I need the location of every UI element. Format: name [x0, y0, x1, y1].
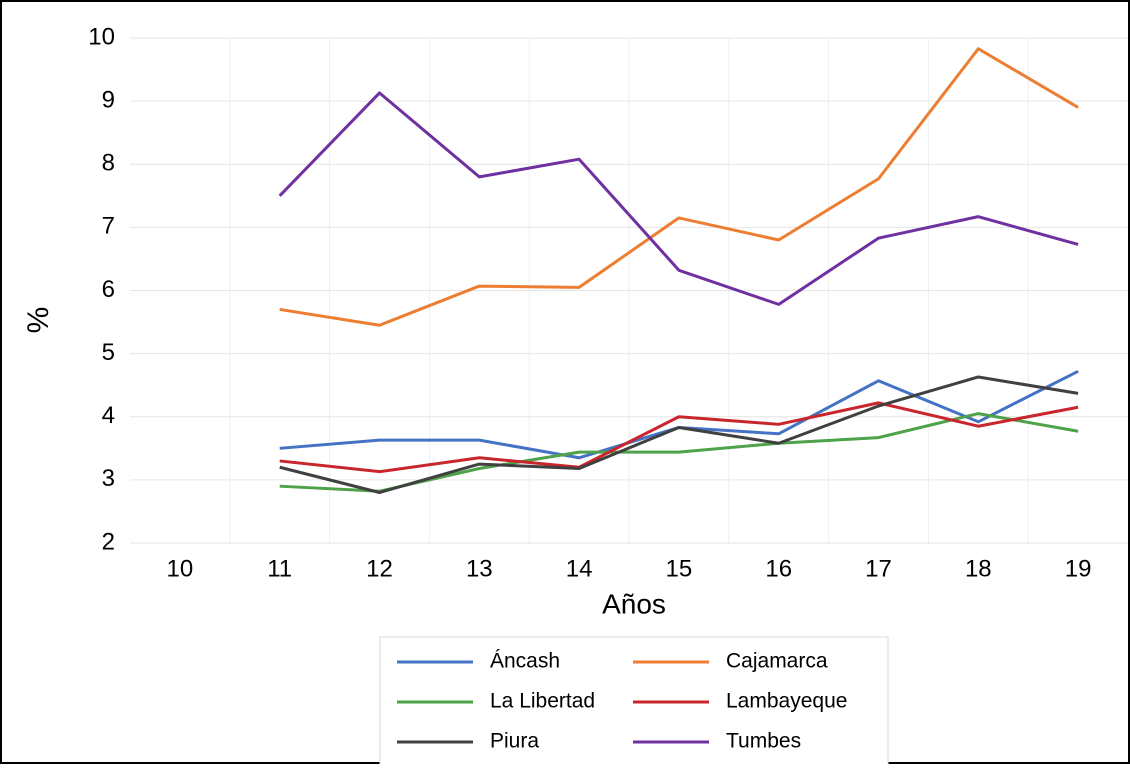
x-tick-label: 10 [167, 555, 194, 582]
y-tick-label: 10 [88, 23, 115, 50]
series-line [279, 47, 1079, 327]
legend-label: Tumbes [726, 730, 801, 753]
y-axis-title: % [22, 307, 55, 334]
x-tick-label: 17 [865, 555, 892, 582]
y-tick-label: 6 [102, 276, 115, 303]
y-tick-label: 2 [102, 528, 115, 555]
x-axis-title: Años [602, 588, 666, 619]
series-line [279, 375, 1079, 494]
y-tick-label: 8 [102, 150, 115, 177]
x-tick-label: 13 [466, 555, 493, 582]
legend-label: Lambayeque [726, 690, 847, 713]
x-tick-label: 15 [666, 555, 693, 582]
x-tick-label: 11 [267, 555, 292, 582]
x-tick-label: 18 [965, 555, 992, 582]
x-tick-label: 12 [366, 555, 393, 582]
series-line [279, 401, 1079, 474]
legend-label: Cajamarca [726, 650, 828, 673]
x-tick-label: 16 [765, 555, 792, 582]
y-tick-label: 5 [102, 339, 115, 366]
y-tick-label: 4 [102, 402, 115, 429]
x-tick-label: 19 [1065, 555, 1092, 582]
y-tick-label: 3 [102, 465, 115, 492]
legend-label: Áncash [490, 650, 560, 673]
series-line [278, 91, 1079, 306]
y-tick-label: 9 [102, 86, 115, 113]
x-tick-label: 14 [566, 555, 593, 582]
legend-label: La Libertad [490, 690, 595, 713]
legend-label: Piura [490, 730, 539, 753]
y-tick-label: 7 [102, 213, 115, 240]
